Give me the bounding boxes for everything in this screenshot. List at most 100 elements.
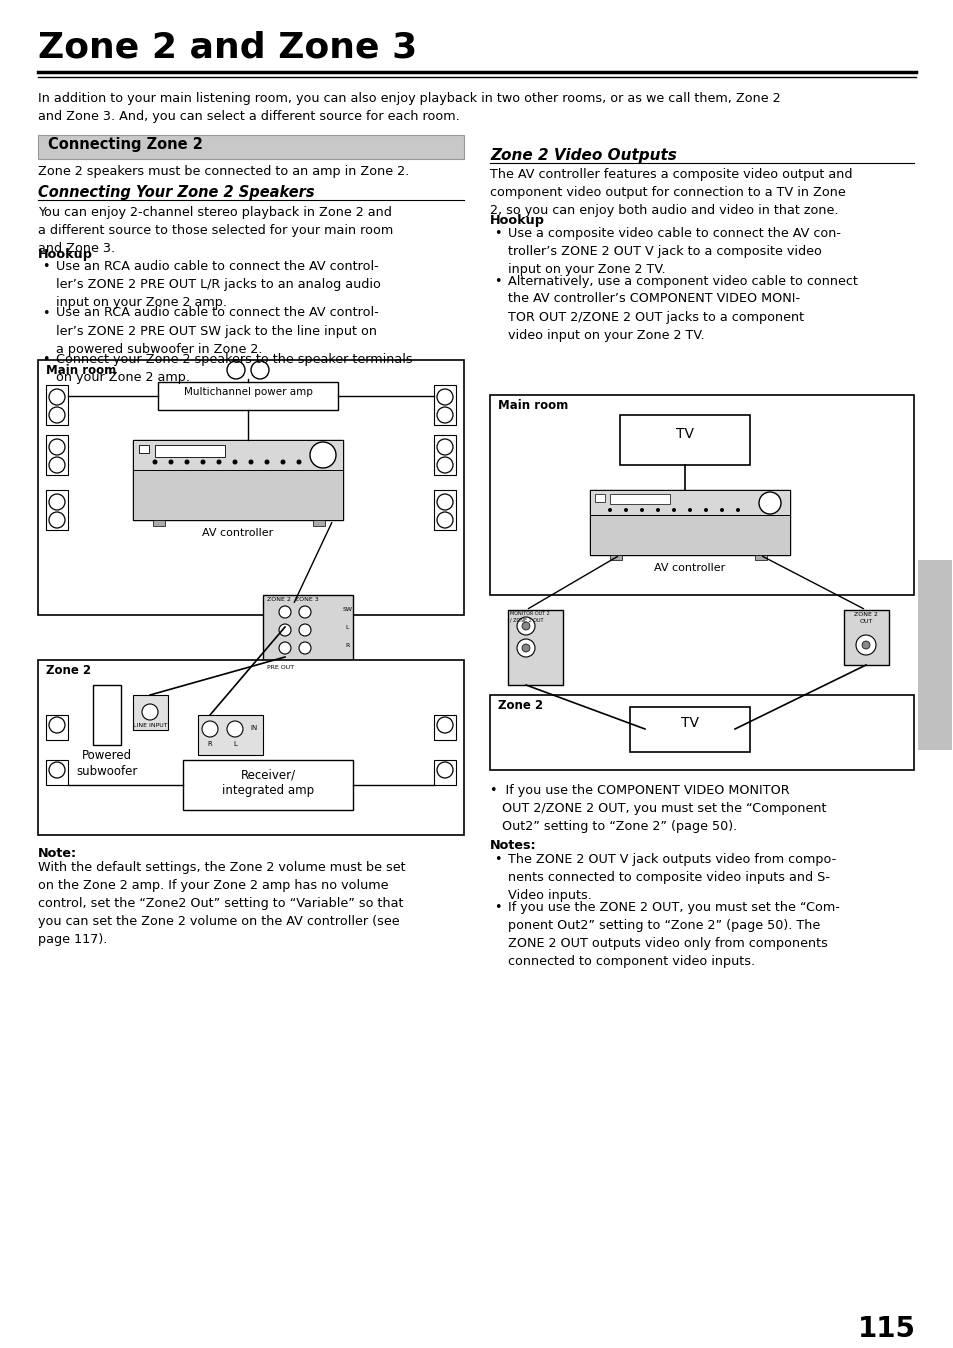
Bar bbox=[198, 714, 263, 755]
Circle shape bbox=[216, 460, 221, 465]
Bar bbox=[38, 135, 463, 159]
Text: Zone 2 Video Outputs: Zone 2 Video Outputs bbox=[490, 148, 677, 163]
Text: Multichannel power amp: Multichannel power amp bbox=[183, 387, 313, 398]
Text: L: L bbox=[233, 741, 236, 747]
Bar bbox=[490, 696, 913, 770]
Circle shape bbox=[298, 607, 311, 617]
Circle shape bbox=[184, 460, 190, 465]
Text: The ZONE 2 OUT V jack outputs video from compo-
nents connected to composite vid: The ZONE 2 OUT V jack outputs video from… bbox=[507, 853, 836, 902]
Bar bbox=[38, 661, 463, 834]
Bar bbox=[46, 491, 68, 530]
Circle shape bbox=[169, 460, 173, 465]
Circle shape bbox=[152, 460, 157, 465]
Text: Zone 2 speakers must be connected to an amp in Zone 2.: Zone 2 speakers must be connected to an … bbox=[38, 164, 409, 178]
Circle shape bbox=[656, 508, 659, 512]
Bar bbox=[183, 760, 353, 810]
Circle shape bbox=[264, 460, 269, 465]
Text: Alternatively, use a component video cable to connect
the AV controller’s COMPON: Alternatively, use a component video cab… bbox=[507, 275, 857, 341]
Text: •: • bbox=[494, 226, 501, 240]
Text: / ZONE 2 OUT: / ZONE 2 OUT bbox=[510, 617, 543, 621]
Circle shape bbox=[296, 460, 301, 465]
Bar bbox=[132, 470, 343, 520]
Bar bbox=[434, 714, 456, 740]
Text: Note:: Note: bbox=[38, 847, 77, 860]
Bar bbox=[589, 491, 789, 515]
Bar bbox=[132, 439, 343, 470]
Bar bbox=[434, 760, 456, 785]
Bar bbox=[843, 611, 888, 665]
Text: Zone 2: Zone 2 bbox=[497, 700, 542, 712]
Circle shape bbox=[687, 508, 691, 512]
Bar bbox=[46, 714, 68, 740]
Circle shape bbox=[720, 508, 723, 512]
Bar bbox=[609, 493, 669, 504]
Text: Notes:: Notes: bbox=[490, 838, 536, 852]
Circle shape bbox=[639, 508, 643, 512]
Bar bbox=[313, 520, 325, 526]
Text: MONITOR OUT 2: MONITOR OUT 2 bbox=[510, 611, 549, 616]
Circle shape bbox=[862, 642, 869, 648]
Circle shape bbox=[248, 460, 253, 465]
Circle shape bbox=[703, 508, 707, 512]
Text: IN: IN bbox=[250, 725, 257, 731]
Text: •: • bbox=[494, 900, 501, 914]
Text: The AV controller features a composite video output and
component video output f: The AV controller features a composite v… bbox=[490, 168, 852, 217]
Text: Use a composite video cable to connect the AV con-
troller’s ZONE 2 OUT V jack t: Use a composite video cable to connect t… bbox=[507, 226, 841, 276]
Text: ZONE 2  ZONE 3: ZONE 2 ZONE 3 bbox=[267, 597, 318, 603]
Text: AV controller: AV controller bbox=[654, 563, 725, 573]
Text: Receiver/
integrated amp: Receiver/ integrated amp bbox=[222, 768, 314, 797]
Text: AV controller: AV controller bbox=[202, 528, 274, 538]
Circle shape bbox=[227, 721, 243, 737]
Text: Hookup: Hookup bbox=[490, 214, 544, 226]
Text: Main room: Main room bbox=[497, 399, 568, 412]
Bar bbox=[46, 386, 68, 425]
Text: •: • bbox=[42, 306, 50, 319]
Bar bbox=[132, 439, 343, 520]
Circle shape bbox=[759, 492, 781, 514]
Circle shape bbox=[607, 508, 612, 512]
Bar bbox=[152, 520, 165, 526]
Bar bbox=[92, 685, 121, 745]
Text: LINE INPUT: LINE INPUT bbox=[132, 723, 167, 728]
Circle shape bbox=[671, 508, 676, 512]
Bar bbox=[434, 491, 456, 530]
Circle shape bbox=[298, 624, 311, 636]
Text: Main room: Main room bbox=[46, 364, 116, 377]
Text: PRE OUT: PRE OUT bbox=[267, 665, 294, 670]
Text: Use an RCA audio cable to connect the AV control-
ler’s ZONE 2 PRE OUT L/R jacks: Use an RCA audio cable to connect the AV… bbox=[56, 260, 380, 309]
Bar bbox=[158, 381, 337, 410]
Circle shape bbox=[521, 621, 530, 630]
Text: R: R bbox=[208, 741, 213, 747]
Text: •: • bbox=[42, 353, 50, 367]
Bar bbox=[139, 445, 149, 453]
Bar bbox=[46, 435, 68, 474]
Bar bbox=[434, 435, 456, 474]
Circle shape bbox=[517, 617, 535, 635]
Text: With the default settings, the Zone 2 volume must be set
on the Zone 2 amp. If y: With the default settings, the Zone 2 vo… bbox=[38, 861, 405, 946]
Circle shape bbox=[735, 508, 740, 512]
Circle shape bbox=[298, 642, 311, 654]
Bar bbox=[589, 491, 789, 555]
Text: SW: SW bbox=[343, 607, 353, 612]
Circle shape bbox=[202, 721, 218, 737]
Circle shape bbox=[278, 607, 291, 617]
Text: You can enjoy 2-channel stereo playback in Zone 2 and
a different source to thos: You can enjoy 2-channel stereo playback … bbox=[38, 206, 393, 255]
Bar bbox=[589, 515, 789, 555]
Circle shape bbox=[280, 460, 285, 465]
Bar bbox=[490, 395, 913, 594]
Bar bbox=[46, 760, 68, 785]
Text: OUT: OUT bbox=[859, 619, 872, 624]
Text: •  If you use the COMPONENT VIDEO MONITOR
   OUT 2/ZONE 2 OUT, you must set the : • If you use the COMPONENT VIDEO MONITOR… bbox=[490, 785, 825, 833]
Text: Powered
subwoofer: Powered subwoofer bbox=[76, 749, 137, 778]
Bar bbox=[619, 415, 749, 465]
Text: ZONE 2: ZONE 2 bbox=[853, 612, 877, 617]
Bar bbox=[507, 611, 562, 685]
Text: Zone 2: Zone 2 bbox=[46, 665, 91, 677]
Text: 115: 115 bbox=[857, 1316, 915, 1343]
Text: Connecting Zone 2: Connecting Zone 2 bbox=[48, 137, 203, 152]
Circle shape bbox=[623, 508, 627, 512]
Circle shape bbox=[521, 644, 530, 652]
Circle shape bbox=[278, 642, 291, 654]
Bar bbox=[595, 493, 604, 501]
Circle shape bbox=[200, 460, 205, 465]
